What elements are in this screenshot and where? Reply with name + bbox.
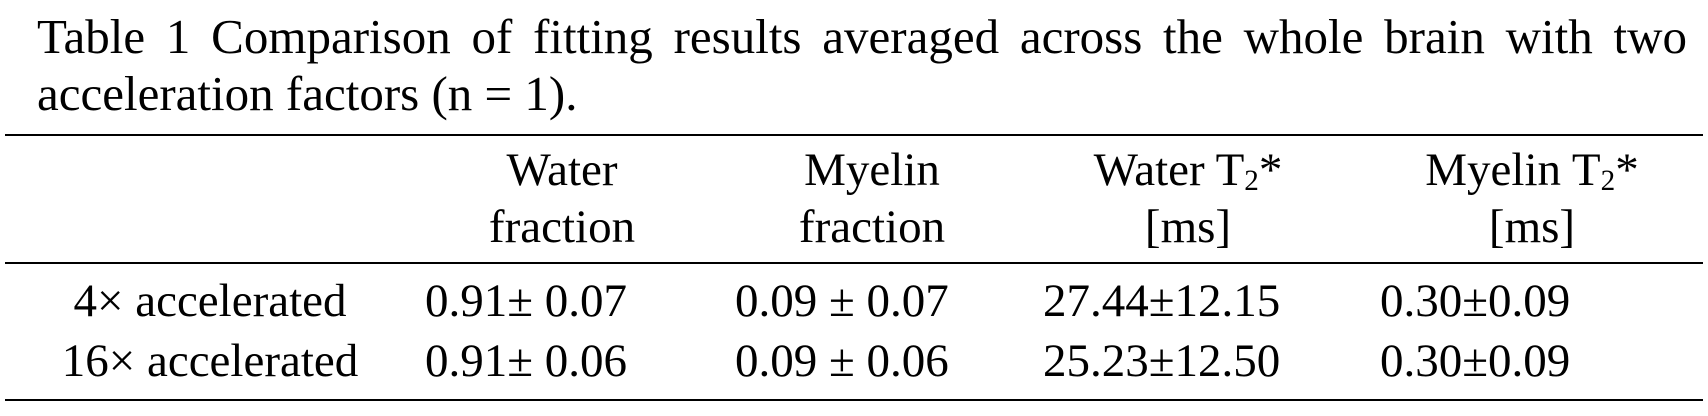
row-label-16x: 16× accelerated: [61, 335, 359, 387]
header-line: Myelin T2*: [1362, 142, 1702, 199]
row-label-4x: 4× accelerated: [73, 275, 347, 327]
cell-water-t2star-16x: 25.23±12.50: [1043, 335, 1281, 387]
header-text: Water T: [1093, 144, 1245, 196]
header-text: Myelin T: [1425, 144, 1601, 196]
header-subscript: 2: [1244, 165, 1259, 198]
table-header-rule: [5, 262, 1703, 264]
header-myelin-fraction: Myelin fraction: [702, 142, 1042, 256]
header-line: Water: [506, 144, 618, 196]
cell-myelin-fraction-4x: 0.09 ± 0.07: [735, 275, 949, 327]
header-line: Myelin: [804, 144, 940, 196]
cell-water-t2star-4x: 27.44±12.15: [1043, 275, 1281, 327]
header-myelin-t2star: Myelin T2* [ms]: [1362, 142, 1702, 256]
table-top-rule: [5, 134, 1703, 136]
header-line: fraction: [798, 201, 946, 253]
header-line: [ms]: [1144, 201, 1232, 253]
header-line: Water T2*: [1018, 142, 1358, 199]
header-water-t2star: Water T2* [ms]: [1018, 142, 1358, 256]
header-suffix: *: [1615, 144, 1639, 196]
cell-water-fraction-4x: 0.91± 0.07: [425, 275, 628, 327]
table-caption: Table 1 Comparison of fitting results av…: [37, 9, 1687, 121]
header-subscript: 2: [1600, 165, 1616, 198]
table-bottom-rule: [5, 399, 1703, 401]
header-line: [ms]: [1488, 201, 1576, 253]
cell-water-fraction-16x: 0.91± 0.06: [425, 335, 628, 387]
header-suffix: *: [1258, 144, 1283, 196]
header-line: fraction: [488, 201, 636, 253]
cell-myelin-t2star-16x: 0.30±0.09: [1380, 335, 1571, 387]
cell-myelin-fraction-16x: 0.09 ± 0.06: [735, 335, 949, 387]
cell-myelin-t2star-4x: 0.30±0.09: [1380, 275, 1571, 327]
header-water-fraction: Water fraction: [392, 142, 732, 256]
